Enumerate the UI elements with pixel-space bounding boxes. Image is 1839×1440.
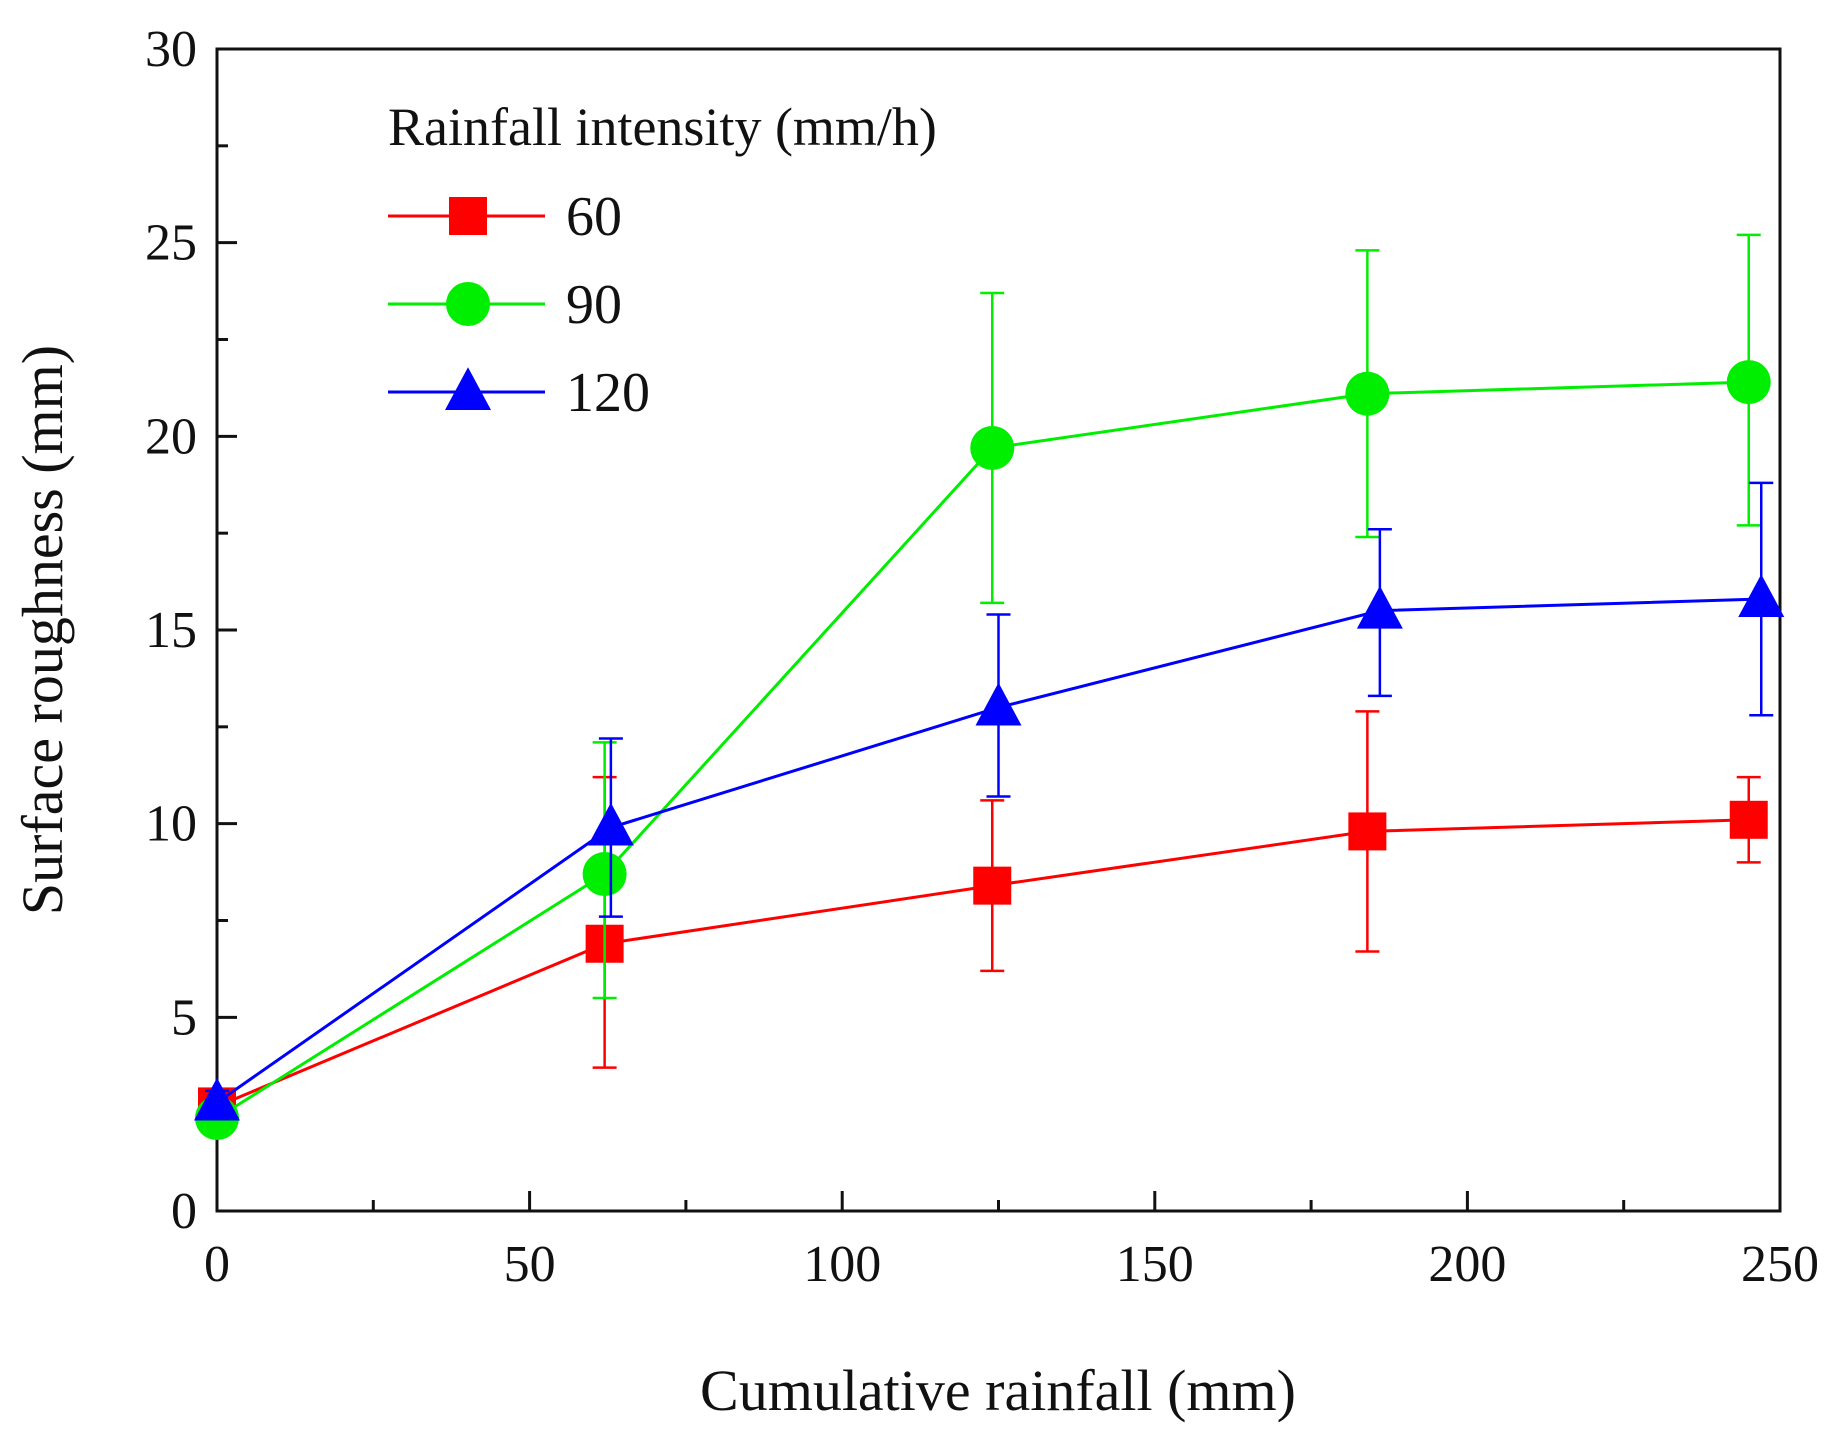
x-axis-ticks: 0 50 100 150 200 250 — [204, 1191, 1819, 1293]
series-90 — [195, 233, 1771, 1141]
x-tick-label: 200 — [1428, 1236, 1506, 1293]
legend-label: 120 — [566, 362, 650, 424]
y-tick-label: 0 — [171, 1183, 197, 1240]
y-axis-ticks: 0 5 10 15 20 25 30 — [145, 21, 237, 1240]
data-point — [1345, 371, 1390, 416]
y-tick-label: 5 — [171, 989, 197, 1046]
x-tick-label: 250 — [1741, 1236, 1819, 1293]
legend-label: 60 — [566, 186, 622, 248]
data-point — [1356, 585, 1403, 629]
data-point — [582, 852, 627, 897]
series-layer — [194, 233, 1785, 1141]
data-point — [1738, 574, 1785, 618]
data-point — [194, 1077, 240, 1121]
legend-item-120: 120 — [388, 362, 650, 424]
y-tick-label: 20 — [145, 408, 197, 465]
x-tick-label: 100 — [803, 1236, 881, 1293]
data-point — [1726, 360, 1771, 405]
legend-item-60: 60 — [388, 186, 622, 248]
legend-item-90: 90 — [388, 274, 622, 336]
x-tick-label: 150 — [1116, 1236, 1194, 1293]
series-120 — [194, 481, 1785, 1121]
data-point — [970, 425, 1015, 470]
y-tick-label: 25 — [145, 215, 197, 272]
data-point — [973, 866, 1012, 905]
x-tick-label: 50 — [504, 1236, 556, 1293]
y-axis-title: Surface roughness (mm) — [10, 345, 75, 915]
legend-marker — [445, 367, 491, 410]
legend-label: 90 — [566, 274, 622, 336]
series-line — [216, 597, 1762, 1104]
y-tick-label: 10 — [145, 796, 197, 853]
y-tick-label: 15 — [145, 602, 197, 659]
data-point — [1348, 812, 1387, 851]
data-point — [975, 682, 1022, 726]
x-tick-label: 0 — [204, 1236, 230, 1293]
y-tick-label: 30 — [145, 21, 197, 78]
legend-marker — [449, 197, 487, 235]
x-axis-title: Cumulative rainfall (mm) — [700, 1358, 1296, 1423]
series-60 — [198, 710, 1768, 1126]
legend-title: Rainfall intensity (mm/h) — [388, 97, 937, 157]
data-point — [587, 802, 634, 846]
legend-marker — [446, 282, 490, 326]
series-line — [216, 818, 1749, 1108]
legend: Rainfall intensity (mm/h) 60 90 120 — [388, 97, 937, 424]
data-point — [1729, 800, 1768, 839]
series-line — [216, 380, 1749, 1120]
